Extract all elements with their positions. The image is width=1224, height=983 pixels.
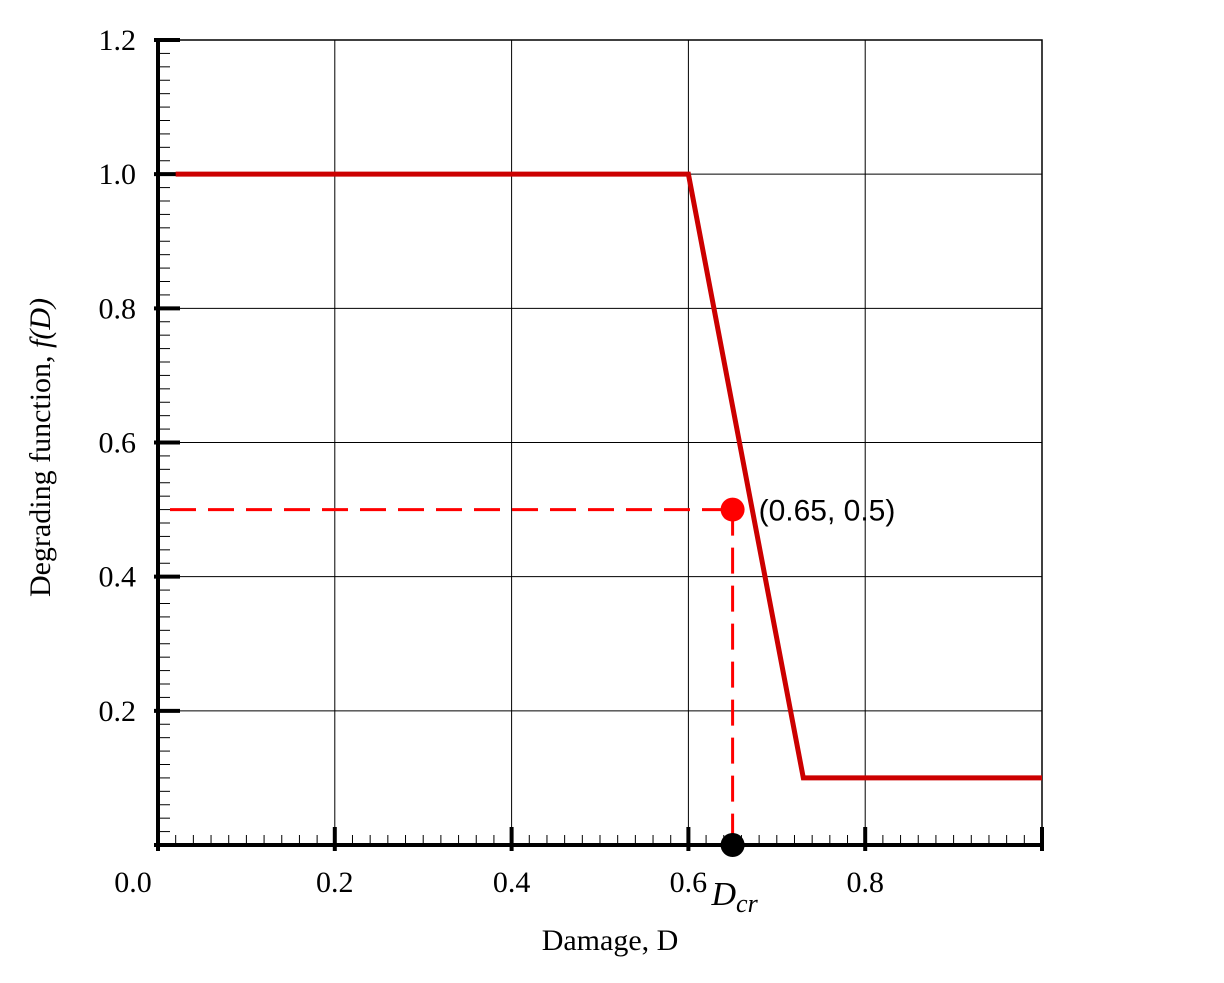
y-axis-title-math: f(D) bbox=[24, 298, 57, 348]
critical-damage-label: Dcr bbox=[710, 876, 758, 918]
y-axis-title-prefix: Degrading function, bbox=[24, 348, 57, 597]
y-tick-label-5: 1.2 bbox=[99, 24, 137, 57]
y-tick-label-0: 0.2 bbox=[99, 695, 137, 728]
x-tick-label-1: 0.2 bbox=[316, 866, 354, 899]
y-tick-label-3: 0.8 bbox=[99, 292, 137, 325]
x-tick-label-2: 0.4 bbox=[493, 866, 531, 899]
critical-damage-label-subscript: cr bbox=[736, 889, 759, 918]
y-tick-label-2: 0.6 bbox=[99, 427, 137, 460]
grid-lines bbox=[158, 39, 1042, 845]
critical-damage-marker bbox=[720, 833, 745, 857]
major-ticks bbox=[154, 38, 1044, 851]
y-axis-title: Degrading function, f(D) bbox=[24, 298, 57, 597]
x-tick-label-4: 0.8 bbox=[846, 866, 884, 899]
guide-lines bbox=[170, 508, 735, 845]
x-tick-label-3: 0.6 bbox=[670, 866, 708, 899]
series-line-degrading-function bbox=[175, 171, 1042, 781]
y-tick-label-4: 1.0 bbox=[99, 158, 137, 191]
y-tick-label-1: 0.4 bbox=[99, 561, 137, 594]
annotation-point-label: (0.65, 0.5) bbox=[759, 495, 896, 528]
critical-damage-label-main: D bbox=[710, 876, 736, 913]
x-axis-title: Damage, D bbox=[542, 924, 679, 957]
tick-labels: 0.0 0.2 0.4 0.6 0.8 0.2 0.4 0.6 0.8 1.0 1.2 bbox=[99, 24, 884, 899]
x-tick-label-0: 0.0 bbox=[114, 866, 152, 899]
annotation-point-marker bbox=[720, 497, 745, 522]
